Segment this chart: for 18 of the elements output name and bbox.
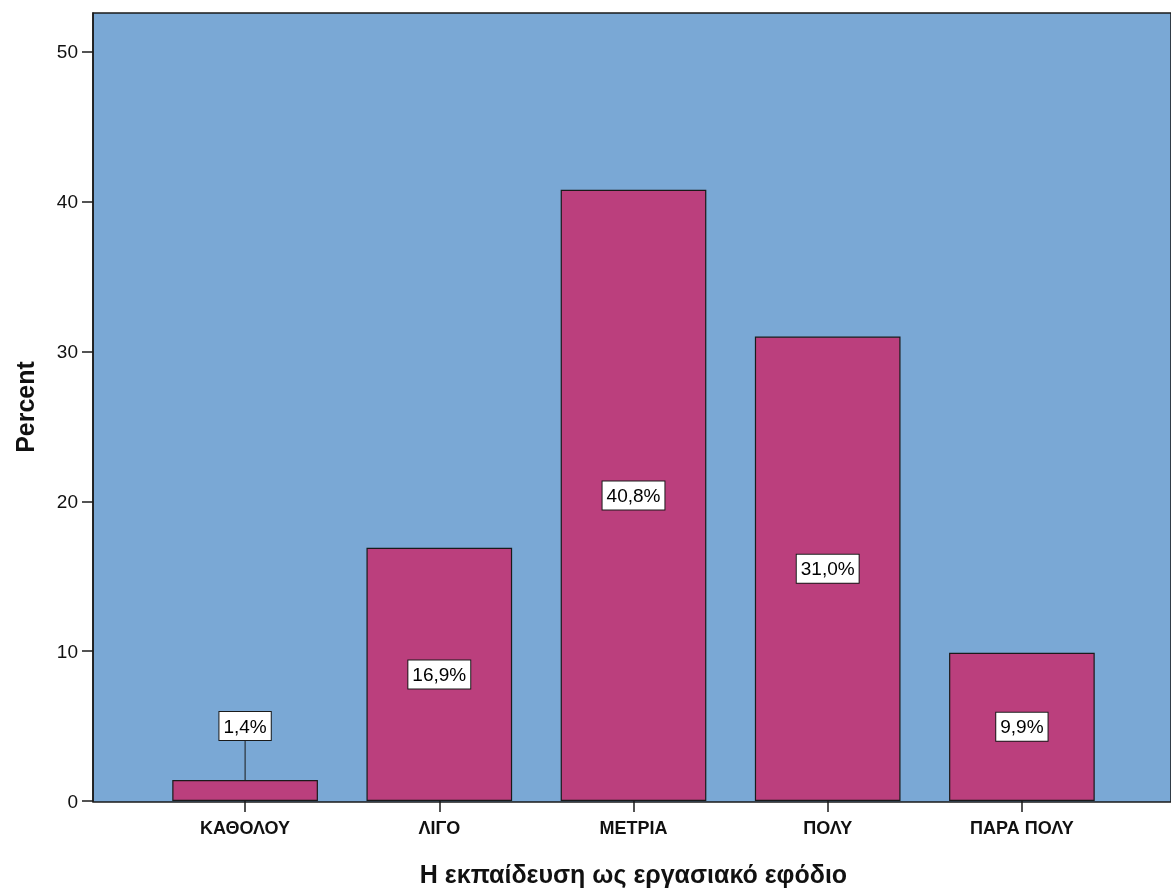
- y-tick-label: 40: [56, 191, 78, 213]
- y-axis-title: Percent: [10, 360, 39, 453]
- x-tick-label: ΚΑΘΟΛΟΥ: [200, 818, 291, 838]
- data-label: 9,9%: [1000, 716, 1044, 738]
- data-label: 1,4%: [223, 715, 267, 737]
- x-tick-label: ΛΙΓΟ: [418, 818, 461, 838]
- x-tick-label: ΠΑΡΑ ΠΟΛΥ: [970, 818, 1074, 838]
- data-label: 40,8%: [606, 484, 661, 506]
- y-tick-label: 20: [56, 490, 78, 512]
- y-tick-label: 0: [67, 790, 78, 812]
- x-tick-label: ΜΕΤΡΙΑ: [599, 818, 668, 838]
- data-label: 31,0%: [800, 558, 855, 580]
- x-tick-label: ΠΟΛΥ: [803, 818, 853, 838]
- y-tick-label: 10: [56, 640, 78, 662]
- x-axis-title: Η εκπαίδευση ως εργασιακό εφόδιο: [419, 859, 848, 889]
- y-tick-label: 30: [56, 341, 78, 363]
- y-tick-label: 50: [56, 41, 78, 63]
- data-label: 16,9%: [412, 663, 467, 685]
